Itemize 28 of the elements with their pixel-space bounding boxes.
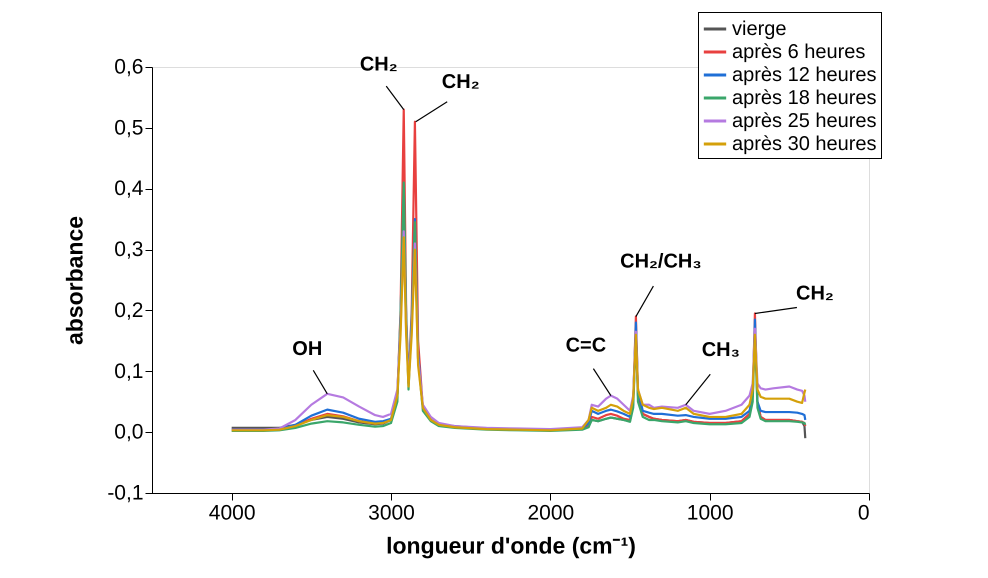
- x-tick-label: 2000: [527, 502, 574, 524]
- legend-label: après 18 heures: [732, 87, 877, 109]
- legend-label: après 25 heures: [732, 110, 877, 132]
- legend-label: après 30 heures: [732, 133, 877, 155]
- y-tick-label: 0,4: [114, 177, 144, 200]
- annotation: CH₂/CH₃: [620, 250, 702, 273]
- annotation: OH: [292, 338, 322, 360]
- y-tick-label: 0,2: [114, 298, 144, 322]
- legend-label: vierge: [732, 18, 786, 40]
- y-tick-label: 0,6: [114, 56, 144, 78]
- y-tick-label: -0,1: [107, 482, 144, 504]
- annotation: CH₂: [360, 54, 398, 76]
- annotation: CH₃: [702, 338, 740, 361]
- y-tick-label: 0,5: [114, 116, 144, 140]
- y-axis-title: absorbance: [61, 216, 88, 346]
- annotation: CH₂: [442, 70, 480, 93]
- x-tick-label: 4000: [208, 502, 256, 524]
- x-tick-label: 1000: [686, 502, 734, 524]
- y-tick-label: 0,1: [114, 360, 144, 383]
- x-tick-label: 0: [858, 502, 870, 524]
- x-axis-title: longueur d'onde (cm⁻¹): [386, 532, 636, 558]
- annotation: C=C: [566, 334, 606, 357]
- y-tick-label: 0,3: [114, 238, 144, 262]
- legend-label: après 12 heures: [732, 64, 877, 86]
- x-tick-label: 3000: [368, 502, 415, 524]
- legend-label: après 6 heures: [732, 41, 866, 63]
- y-tick-label: 0,0: [114, 420, 144, 444]
- annotation: CH₂: [796, 282, 834, 304]
